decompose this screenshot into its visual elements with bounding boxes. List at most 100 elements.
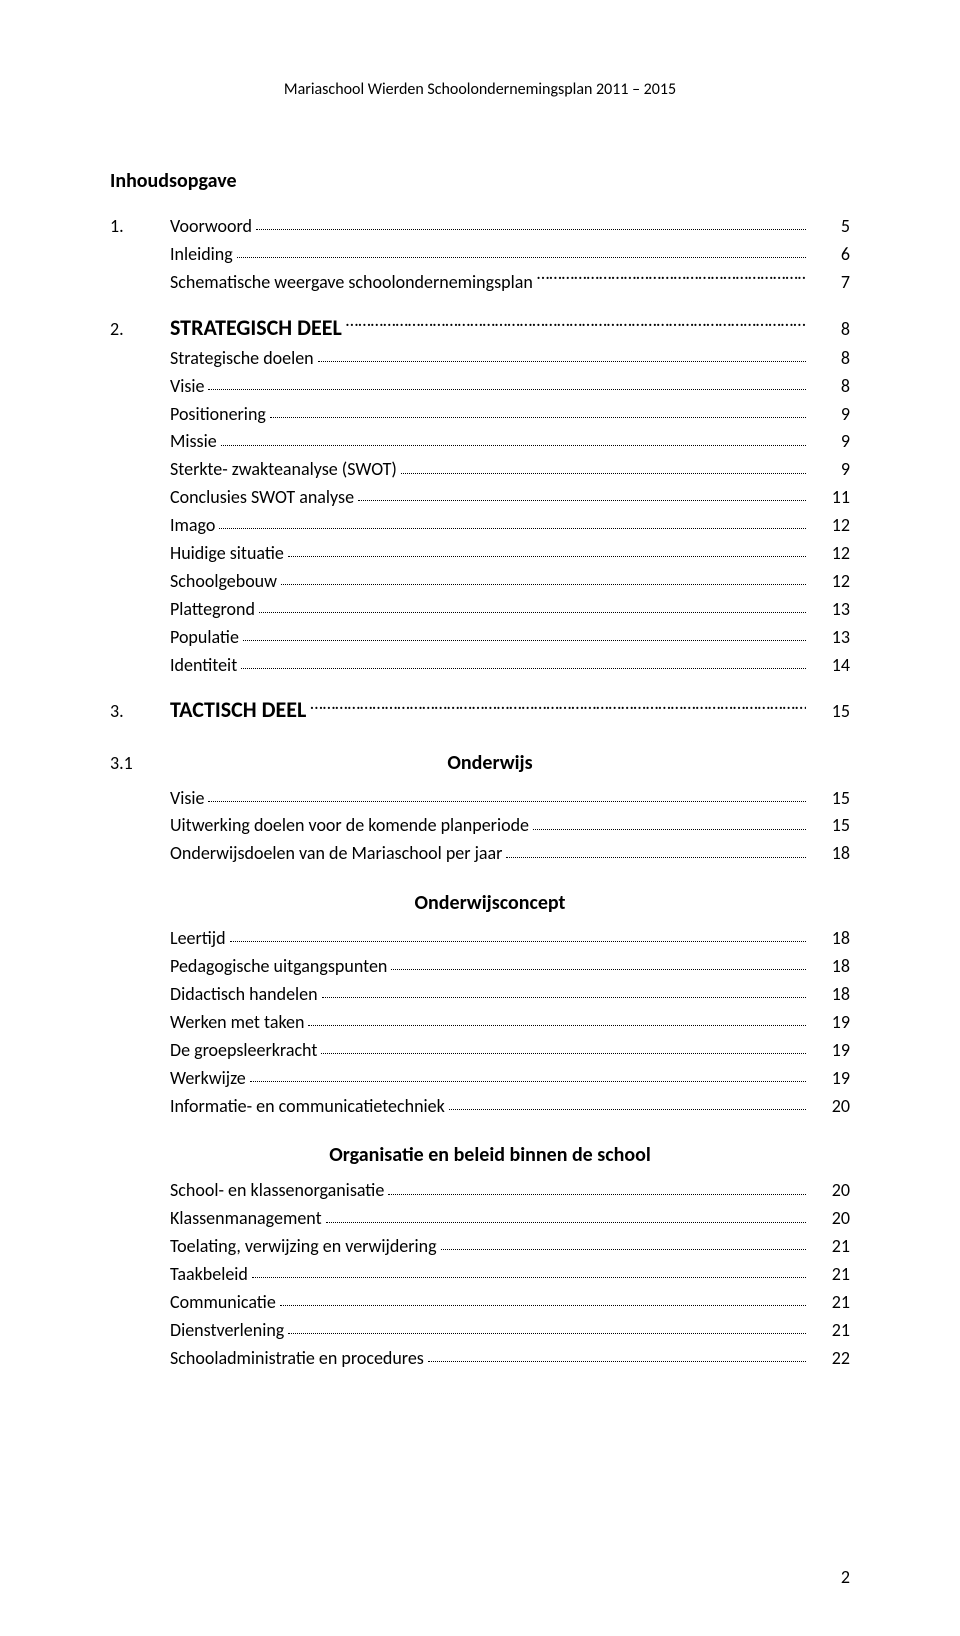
toc-label-col: De groepsleerkracht	[170, 1037, 810, 1065]
toc-label-col: Werkwijze	[170, 1065, 810, 1093]
toc-leader	[537, 272, 806, 288]
toc-leader	[243, 624, 806, 641]
toc-leader	[388, 1177, 806, 1194]
toc-label-col: Dienstverlening	[170, 1317, 810, 1345]
toc-label-col: Organisatie en beleid binnen de school	[170, 1134, 810, 1177]
toc-row: Huidige situatie 12	[110, 540, 850, 568]
toc-row: Identiteit 14	[110, 652, 850, 680]
toc-leader	[506, 840, 806, 857]
toc-page: 9	[810, 428, 850, 456]
toc-label: Leertijd	[170, 925, 226, 953]
toc-leader	[321, 1037, 806, 1054]
toc-label: Klassenmanagement	[170, 1205, 322, 1233]
toc-leader	[219, 512, 806, 529]
toc-row: Toelating, verwijzing en verwijdering 21	[110, 1233, 850, 1261]
toc-label-col: Positionering	[170, 401, 810, 429]
toc-section-head: 2.STRATEGISCH DEEL8	[110, 311, 850, 345]
toc-label-col: Schooladministratie en procedures	[170, 1345, 810, 1373]
toc-num: 3.1	[110, 750, 170, 778]
toc-row: Inleiding6	[110, 241, 850, 269]
toc-row: 1.Voorwoord5	[110, 213, 850, 241]
toc-label: Werken met taken	[170, 1009, 304, 1037]
spacer	[110, 679, 850, 693]
toc-label: Schematische weergave schoolondernemings…	[170, 269, 533, 297]
toc-label: Huidige situatie	[170, 540, 284, 568]
toc-label-col: Imago	[170, 512, 810, 540]
toc-label: Identiteit	[170, 652, 237, 680]
toc-label-col: Onderwijsconcept	[170, 882, 810, 925]
toc-label-col: Taakbeleid	[170, 1261, 810, 1289]
toc-label: School- en klassenorganisatie	[170, 1177, 384, 1205]
toc-label-col: Schoolgebouw	[170, 568, 810, 596]
toc-label-col: Werken met taken	[170, 1009, 810, 1037]
toc-row: De groepsleerkracht19	[110, 1037, 850, 1065]
toc-label-col: Conclusies SWOT analyse	[170, 484, 810, 512]
toc-subheading: Onderwijsconcept	[170, 888, 810, 919]
toc-label: De groepsleerkracht	[170, 1037, 317, 1065]
toc-leader	[252, 1261, 806, 1278]
toc-page: 21	[810, 1261, 850, 1289]
toc-label: Toelating, verwijzing en verwijdering	[170, 1233, 437, 1261]
toc-leader	[280, 1289, 806, 1306]
toc-num: 2.	[110, 316, 170, 344]
page-number: 2	[841, 1566, 850, 1588]
toc-row: Visie 8	[110, 373, 850, 401]
toc-body: 1.Voorwoord5Inleiding6Schematische weerg…	[110, 213, 850, 1373]
toc-label: Positionering	[170, 401, 266, 429]
toc-row: Werkwijze19	[110, 1065, 850, 1093]
toc-label: Communicatie	[170, 1289, 276, 1317]
toc-label: Inleiding	[170, 241, 233, 269]
toc-page: 12	[810, 540, 850, 568]
toc-label-col: School- en klassenorganisatie	[170, 1177, 810, 1205]
toc-row: Positionering9	[110, 401, 850, 429]
toc-num: 1.	[110, 213, 170, 241]
toc-page: 18	[810, 925, 850, 953]
toc-row: Organisatie en beleid binnen de school	[110, 1134, 850, 1177]
toc-row: Pedagogische uitgangspunten18	[110, 953, 850, 981]
toc-label-col: Informatie- en communicatietechniek	[170, 1093, 810, 1121]
toc-page: 13	[810, 596, 850, 624]
toc-page: 14	[810, 652, 850, 680]
page-header: Mariaschool Wierden Schoolondernemingspl…	[110, 80, 850, 99]
toc-page: 8	[810, 373, 850, 401]
toc-leader	[441, 1233, 806, 1250]
toc-row: Taakbeleid21	[110, 1261, 850, 1289]
toc-row: Leertijd 18	[110, 925, 850, 953]
toc-page: 15	[810, 785, 850, 813]
toc-label-col: Klassenmanagement	[170, 1205, 810, 1233]
toc-label: Conclusies SWOT analyse	[170, 484, 354, 512]
toc-page: 21	[810, 1289, 850, 1317]
toc-num: 3.	[110, 698, 170, 726]
toc-label: Uitwerking doelen voor de komende planpe…	[170, 812, 529, 840]
spacer	[110, 1120, 850, 1134]
toc-label-col: Didactisch handelen	[170, 981, 810, 1009]
toc-row: Schematische weergave schoolondernemings…	[110, 269, 850, 297]
toc-page: 8	[810, 345, 850, 373]
toc-page: 11	[810, 484, 850, 512]
toc-leader	[208, 785, 806, 802]
toc-label: Populatie	[170, 624, 239, 652]
toc-leader	[308, 1009, 806, 1026]
toc-leader	[256, 213, 806, 230]
toc-label: Visie	[170, 785, 204, 813]
toc-leader	[237, 241, 806, 258]
toc-page: 12	[810, 512, 850, 540]
toc-leader	[288, 1317, 806, 1334]
toc-label: Visie	[170, 373, 204, 401]
toc-page: 15	[810, 812, 850, 840]
toc-page: 20	[810, 1093, 850, 1121]
toc-leader	[310, 701, 806, 717]
toc-page: 21	[810, 1233, 850, 1261]
toc-leader	[449, 1093, 806, 1110]
toc-row: School- en klassenorganisatie20	[110, 1177, 850, 1205]
toc-page: 12	[810, 568, 850, 596]
toc-label-col: Schematische weergave schoolondernemings…	[170, 269, 810, 297]
toc-row: Imago12	[110, 512, 850, 540]
toc-row: 3.1Onderwijs	[110, 742, 850, 785]
toc-label-col: Missie	[170, 428, 810, 456]
toc-leader	[401, 456, 806, 473]
toc-label-col: TACTISCH DEEL	[170, 693, 810, 727]
toc-label-col: Pedagogische uitgangspunten	[170, 953, 810, 981]
spacer	[110, 297, 850, 311]
toc-subheading: Onderwijs	[170, 748, 810, 779]
